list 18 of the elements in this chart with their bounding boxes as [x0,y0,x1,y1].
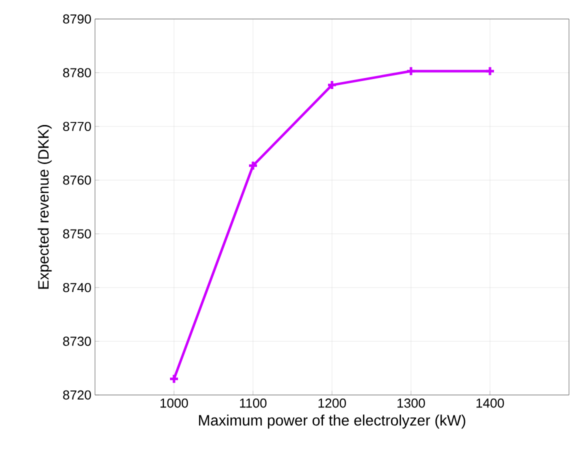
x-tick-label: 1300 [398,398,425,408]
y-tick-label: 8760 [63,176,91,185]
x-tick-label: 1400 [476,398,504,408]
y-tick-label: 8740 [63,282,91,292]
point [406,66,416,76]
x-tick-label: 1100 [240,398,266,408]
x-tick-label: 1200 [318,398,346,408]
x-tick-label: 1000 [160,398,188,408]
y-tick-label: 8750 [63,229,91,238]
y-axis-title: Expected revenue (DKK) [38,125,52,289]
y-tick-label: 8770 [63,122,91,132]
x-axis-title: Maximum power of the electrolyzer (kW) [199,414,466,429]
point [248,160,258,171]
y-tick-label: 8720 [63,390,91,400]
y-tick-label: 8730 [63,336,91,346]
y-tick-label: 8790 [63,14,91,24]
point [326,80,338,90]
y-tick-label: 8780 [63,68,91,78]
